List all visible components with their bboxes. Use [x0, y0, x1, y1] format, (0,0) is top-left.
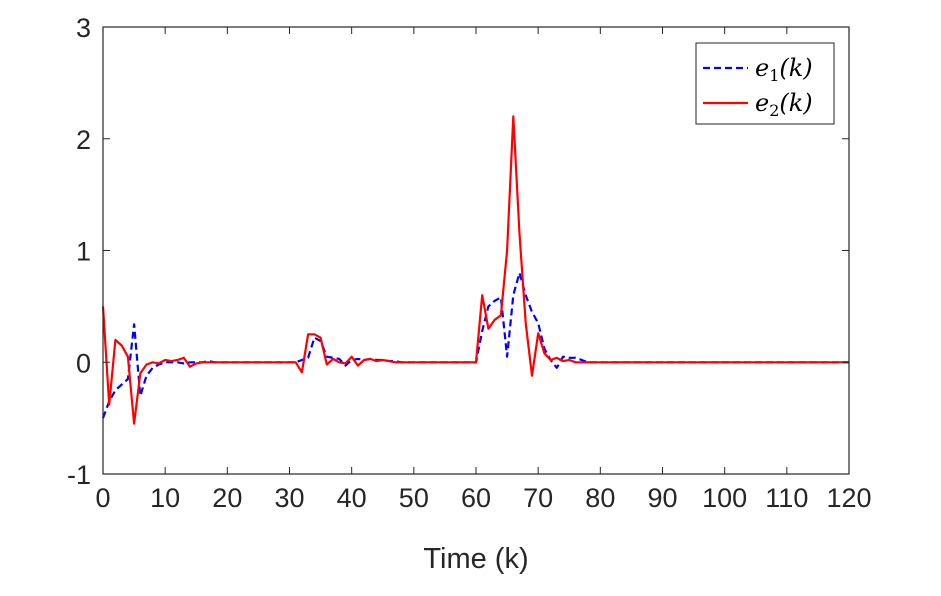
- x-tick-label: 10: [150, 483, 180, 513]
- legend-entry-subscript: 1: [769, 66, 779, 85]
- y-tick-label: 0: [76, 348, 91, 378]
- y-tick-label: 3: [76, 13, 91, 43]
- x-tick-label: 70: [523, 483, 553, 513]
- legend-entry-label: e1(k): [755, 54, 813, 85]
- x-tick-label: 20: [212, 483, 242, 513]
- x-tick-label: 120: [826, 483, 871, 513]
- x-tick-label: 60: [461, 483, 491, 513]
- series-line-e1k: [101, 271, 849, 419]
- legend-entry-base: e: [755, 54, 769, 82]
- legend-entry-argument: (k): [779, 54, 812, 82]
- x-tick-label: 0: [95, 483, 110, 513]
- x-tick-label: 110: [765, 483, 808, 513]
- x-tick-label: 80: [585, 483, 615, 513]
- legend-entry-base: e: [755, 89, 769, 117]
- x-tick-label: 40: [337, 483, 367, 513]
- legend-entry-label: e2(k): [755, 89, 813, 120]
- y-tick-label: 1: [76, 237, 91, 267]
- legend-entry-subscript: 2: [769, 101, 779, 120]
- x-tick-label: 50: [399, 483, 429, 513]
- x-tick-label: 100: [702, 483, 747, 513]
- x-tick-label: 90: [647, 483, 677, 513]
- x-axis-label: Time (k): [423, 543, 528, 575]
- series-layer: [101, 115, 849, 425]
- series-line-e2k: [101, 115, 849, 425]
- y-tick-label: 2: [76, 125, 91, 155]
- x-tick-label: 30: [274, 483, 304, 513]
- legend-entry-argument: (k): [779, 89, 812, 117]
- legend-box: [695, 42, 835, 125]
- y-tick-label: -1: [67, 460, 91, 490]
- legend: e1(k)e2(k): [695, 42, 835, 125]
